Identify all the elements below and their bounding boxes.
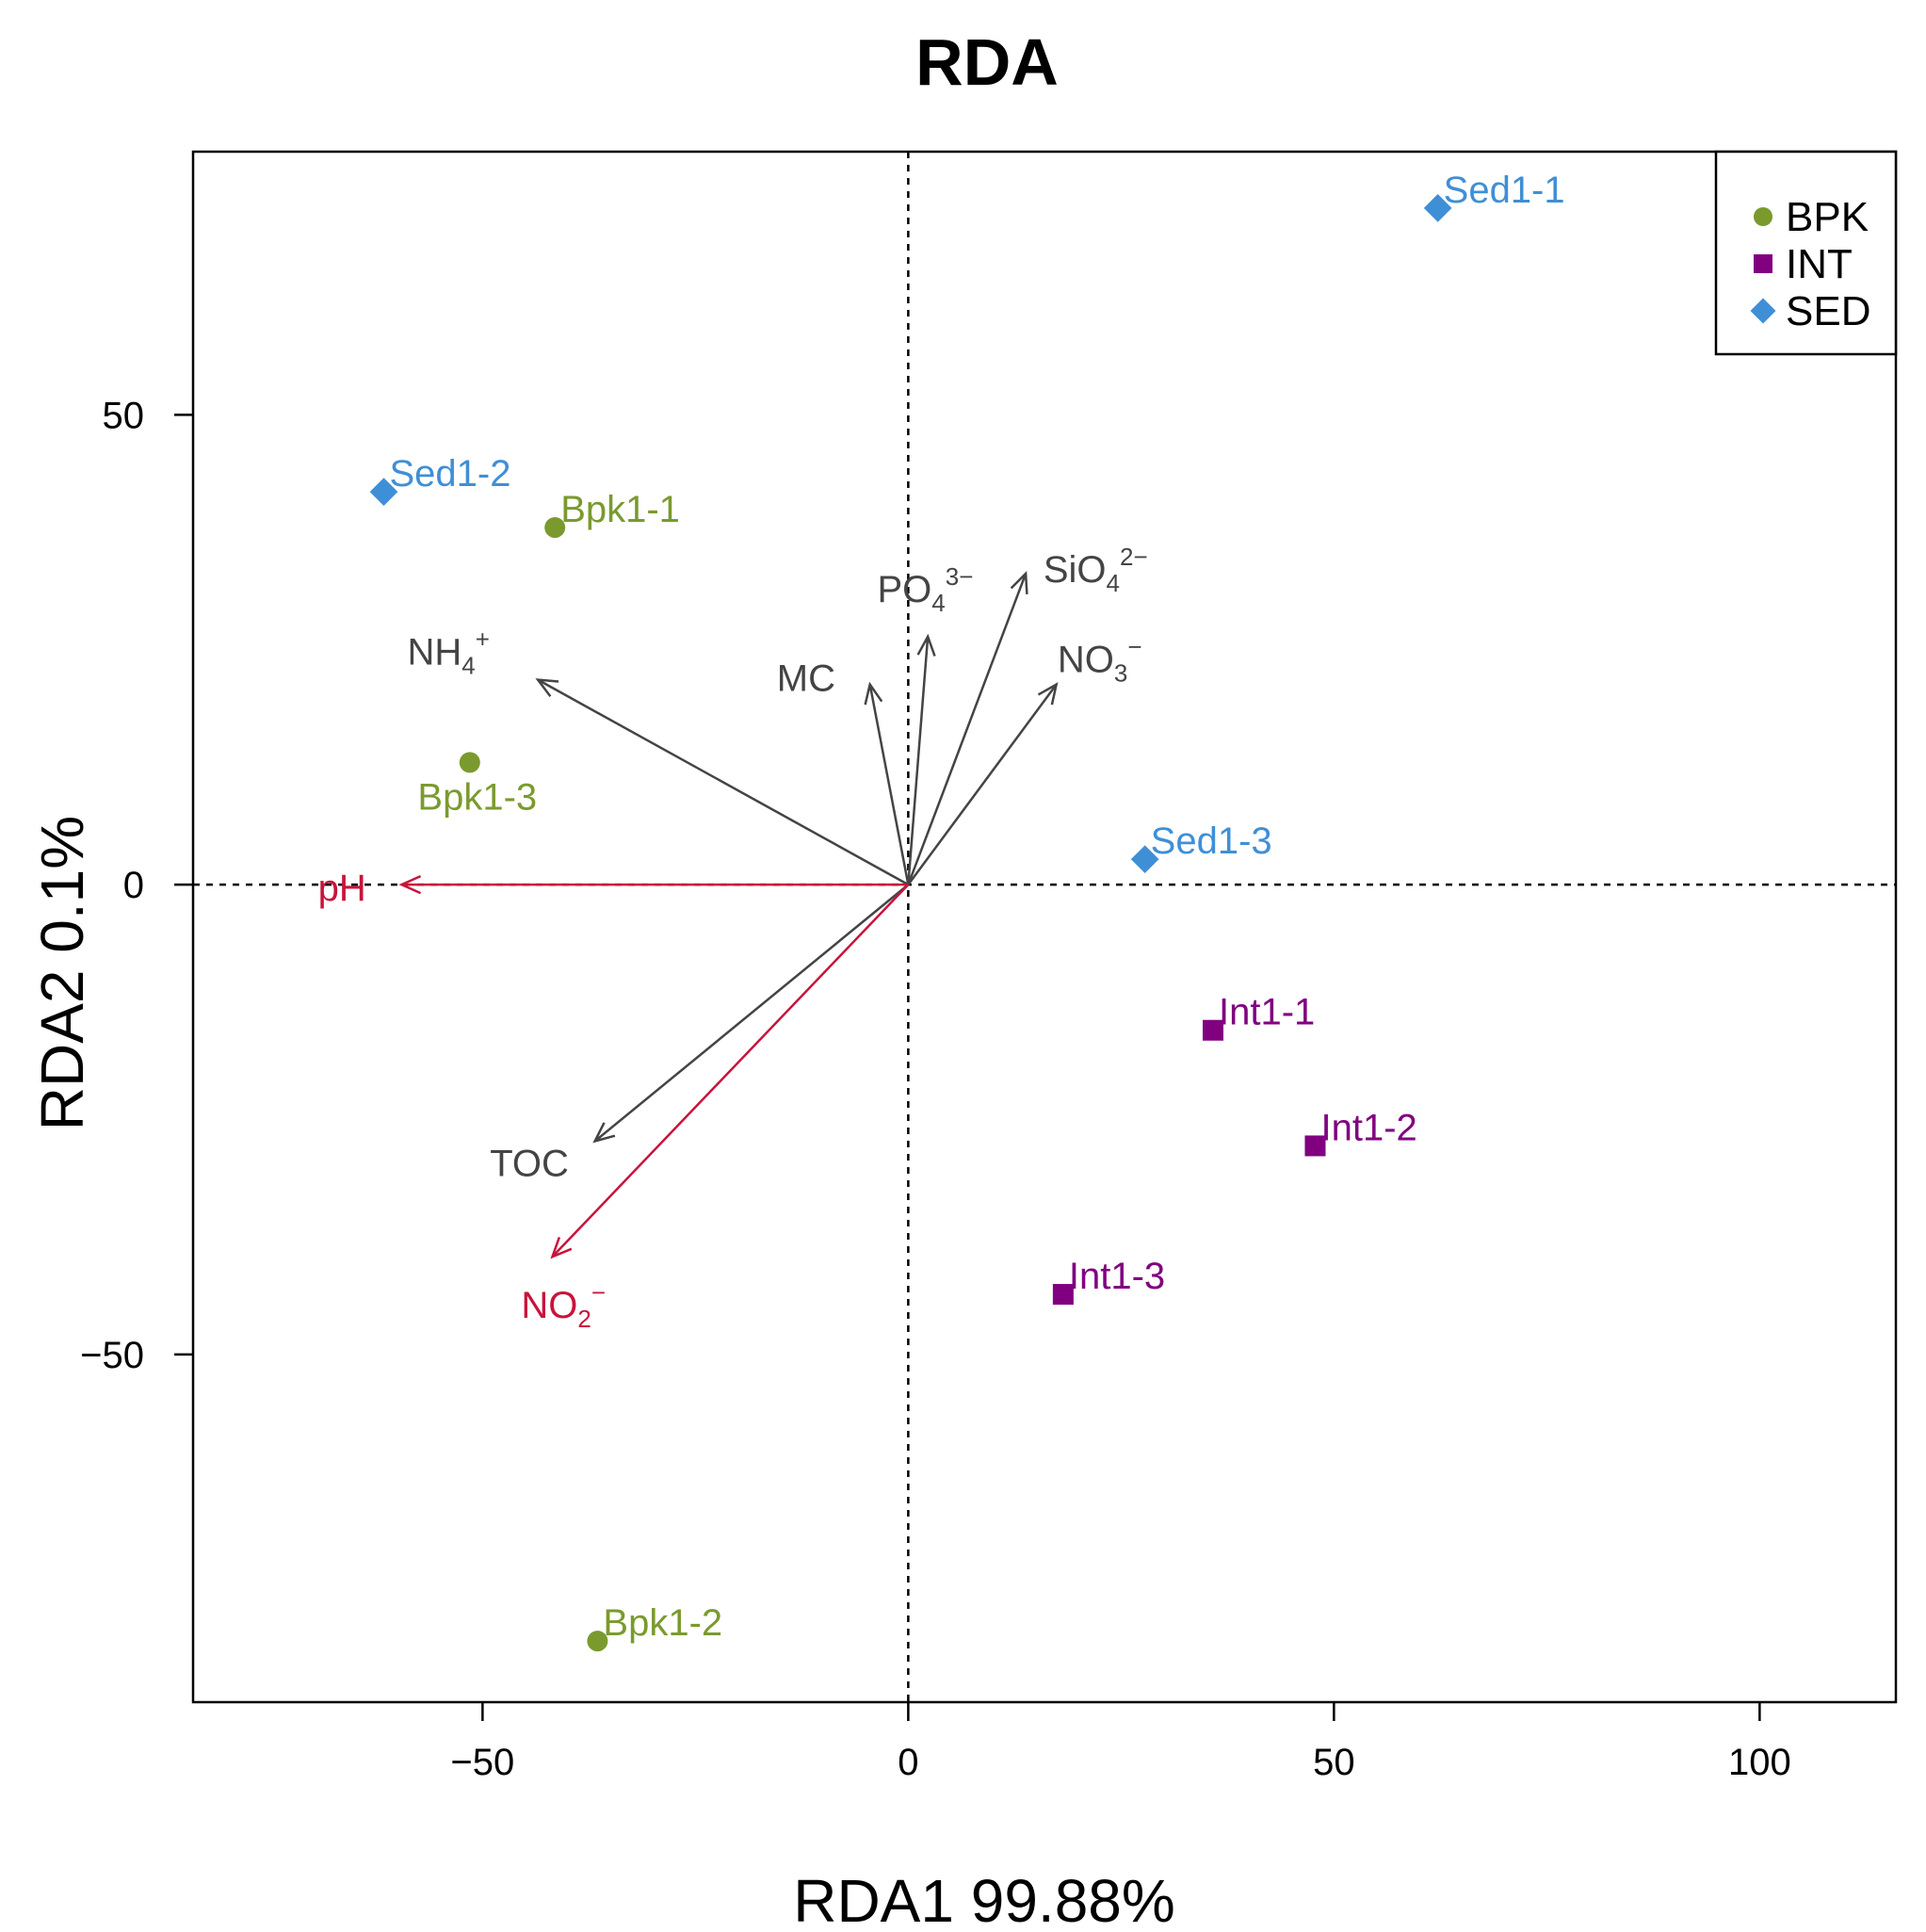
point-label: Bpk1-1 [560,489,680,530]
point-label: Bpk1-2 [603,1602,722,1644]
environment-arrows: NH4+ MC PO43− SiO42− NO3− TOC pH NO2− [318,543,1148,1333]
sed-legend-marker [1750,298,1776,324]
x-axis: −50 0 50 100 [450,1702,1791,1783]
bpk-marker [544,517,566,539]
y-tick-label: −50 [80,1335,144,1376]
arrow-label-nh4: NH4+ [407,625,489,680]
arrow-toc: TOC [490,884,910,1184]
legend-label: INT [1786,241,1853,287]
arrow-head [864,681,883,706]
point-sed1-2: Sed1-2 [369,453,510,506]
y-axis-title: RDA2 0.1% [28,816,96,1130]
legend-box [1714,150,1898,356]
arrow-head [535,678,559,697]
point-label: Int1-2 [1320,1107,1416,1148]
point-bpk1-2: Bpk1-2 [587,1602,722,1652]
arrow-ph: pH [318,868,909,909]
sed-marker [1130,845,1159,874]
arrow-head [1037,682,1059,706]
int-marker [1052,1284,1074,1306]
arrow-label-toc: TOC [490,1143,569,1184]
sed-marker [1423,194,1452,222]
point-int1-2: Int1-2 [1304,1107,1417,1157]
arrow-nh4: NH4+ [407,625,909,886]
y-tick-label: 0 [123,865,144,906]
legend-item-bpk: BPK [1754,194,1869,240]
legend-label: SED [1786,288,1870,334]
y-tick-label: 50 [103,395,145,436]
point-label: Sed1-3 [1151,820,1272,862]
legend-label: BPK [1786,194,1869,240]
point-sed1-1: Sed1-1 [1423,170,1565,222]
bpk-legend-marker [1754,207,1772,226]
arrow-head [916,633,936,657]
arrow-label-no2: NO2− [521,1278,606,1333]
arrow-po43: PO43− [877,562,973,885]
int-marker [1304,1135,1326,1157]
arrow-head [1010,571,1028,594]
point-bpk1-1: Bpk1-1 [544,489,680,539]
point-label: Int1-3 [1069,1256,1165,1297]
arrow-mc: MC [777,658,910,885]
x-tick-label: 0 [898,1742,918,1783]
arrow-label-no3: NO3− [1058,633,1142,688]
reference-lines [193,152,1896,1702]
arrow-head [550,1237,573,1259]
point-sed1-3: Sed1-3 [1130,820,1272,874]
bpk-marker [587,1631,608,1652]
x-axis-title: RDA1 99.88% [793,1867,1175,1932]
legend-item-sed: SED [1750,288,1870,334]
arrow-shaft [551,884,910,1258]
sed-marker [369,478,398,506]
arrow-label-sio42: SiO42− [1044,543,1148,597]
sample-points: Bpk1-1 Bpk1-2 Bpk1-3 Int1-1 Int1-2 Int1-3 Sed1… [369,170,1565,1652]
arrow-sio42: SiO42− [907,543,1148,885]
x-tick-label: 100 [1728,1742,1791,1783]
arrow-shaft [868,684,910,885]
x-tick-label: 50 [1313,1742,1355,1783]
point-label: Sed1-1 [1444,170,1565,211]
bpk-marker [459,752,480,773]
point-label: Sed1-2 [389,453,510,495]
int-marker [1202,1019,1223,1041]
arrow-label-mc: MC [777,658,835,700]
point-int1-3: Int1-3 [1052,1256,1165,1306]
legend-item-int: INT [1754,241,1853,287]
arrow-label-ph: pH [318,868,366,909]
point-int1-1: Int1-1 [1202,992,1315,1041]
arrow-no2: NO2− [521,884,910,1333]
arrow-shaft [907,636,930,885]
point-label: Bpk1-3 [417,776,537,818]
arrow-label-po43: PO43− [877,562,973,617]
point-bpk1-3: Bpk1-3 [417,752,537,818]
y-axis: −50 0 50 [80,395,193,1376]
arrow-no3: NO3− [907,633,1142,885]
plot-frame [191,150,1898,1704]
arrow-shaft [537,678,909,886]
arrow-shaft [907,573,1028,885]
x-tick-label: −50 [450,1742,514,1783]
arrow-head [592,1122,616,1144]
int-legend-marker [1754,254,1772,273]
chart-title: RDA [915,25,1059,99]
arrow-shaft [593,884,910,1143]
arrow-head [398,874,422,895]
point-label: Int1-1 [1219,992,1315,1033]
arrow-shaft [907,683,1058,885]
